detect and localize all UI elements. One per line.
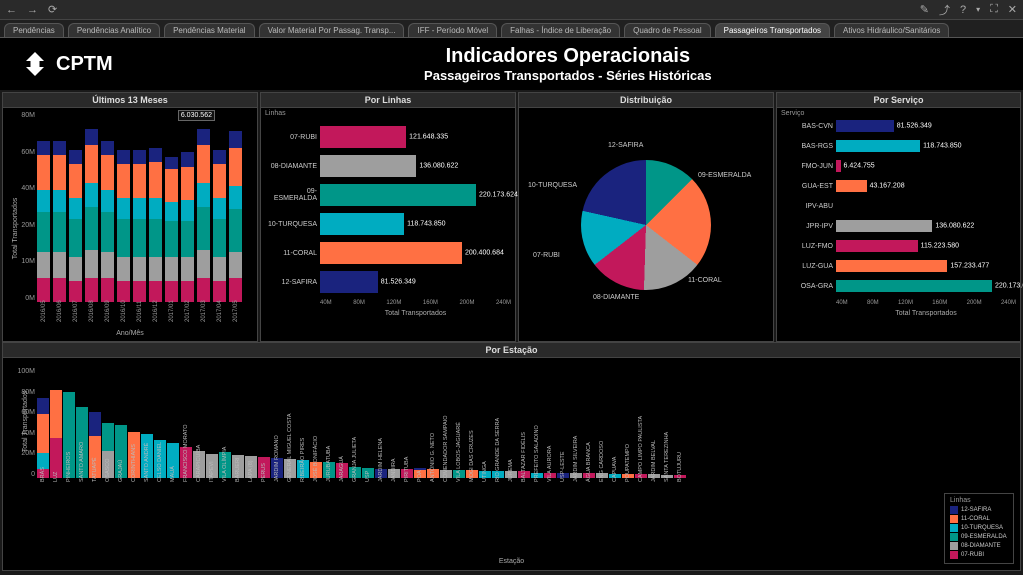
page-title: Indicadores Operacionais (133, 45, 1003, 68)
panel-lines: Por Linhas Linhas 07-RUBI121.648.33508-D… (260, 92, 516, 342)
forward-icon[interactable]: → (27, 4, 38, 16)
refresh-icon[interactable]: ⟳ (48, 3, 57, 16)
tab[interactable]: Quadro de Pessoal (624, 23, 711, 37)
logo-text: CPTM (56, 53, 113, 76)
panel-title: Distribuição (519, 93, 773, 108)
service-chart[interactable]: BAS-CVN81.526.349BAS-RGS118.743.850FMO-J… (781, 112, 1016, 317)
tab[interactable]: Pendências Material (164, 23, 254, 37)
tab[interactable]: Pendências Analítico (68, 23, 160, 37)
data-callout: 6.030.562 (178, 110, 215, 121)
panel-months: Últimos 13 Meses Total Transportados 80M… (2, 92, 258, 342)
panel-title: Últimos 13 Meses (3, 93, 257, 108)
legend-title: Linhas (950, 497, 1008, 504)
station-chart[interactable]: 100M80M60M40M20M0 BRÁSLUZPINHEIROSSANTO … (7, 368, 1016, 478)
share-icon[interactable]: ⤴ (939, 2, 950, 18)
tab[interactable]: Ativos Hidráulico/Sanitários (834, 23, 949, 37)
tab[interactable]: Passageiros Transportados (715, 23, 830, 37)
panel-distribution: Distribuição 09-ESMERALDA11-CORAL08-DIAM… (518, 92, 774, 342)
panel-title: Por Serviço (777, 93, 1020, 108)
back-icon[interactable]: ← (6, 4, 17, 16)
edit-icon[interactable]: ✎ (920, 3, 929, 16)
pie-chart[interactable]: 09-ESMERALDA11-CORAL08-DIAMANTE07-RUBI10… (523, 112, 769, 337)
panel-service: Por Serviço Serviço BAS-CVN81.526.349BAS… (776, 92, 1021, 342)
panel-title: Por Linhas (261, 93, 515, 108)
panel-title: Por Estação (3, 343, 1020, 358)
tab[interactable]: Falhas - Índice de Liberação (501, 23, 620, 37)
tabs: Pendências Pendências Analítico Pendências… (0, 20, 1023, 38)
lines-chart[interactable]: 07-RUBI121.648.33508-DIAMANTE136.080.622… (265, 112, 511, 317)
legend: Linhas 12-SAFIRA11-CORAL10-TURQUESA09-ES… (944, 493, 1014, 564)
tab[interactable]: Pendências (4, 23, 64, 37)
months-chart[interactable]: 80M60M40M20M10M0M 6.030.562 2016/052016/… (7, 112, 253, 302)
tab[interactable]: IFF - Período Móvel (408, 23, 497, 37)
cptm-logo-icon (20, 49, 50, 79)
toolbar: ← → ⟳ ✎ ⤴ ? ▾ ⛶ ✕ (0, 0, 1023, 20)
x-axis-label: Estação (7, 558, 1016, 565)
tab[interactable]: Valor Material Por Passag. Transp... (259, 23, 405, 37)
header: CPTM Indicadores Operacionais Passageiro… (0, 38, 1023, 90)
page-subtitle: Passageiros Transportados - Séries Histó… (133, 68, 1003, 83)
close-icon[interactable]: ✕ (1008, 3, 1017, 16)
x-axis-label: Ano/Mês (7, 330, 253, 337)
panel-stations: Por Estação Total Transportados 100M80M6… (2, 342, 1021, 571)
help-icon[interactable]: ? (960, 4, 966, 16)
logo: CPTM (20, 49, 113, 79)
fullscreen-icon[interactable]: ⛶ (990, 3, 998, 16)
